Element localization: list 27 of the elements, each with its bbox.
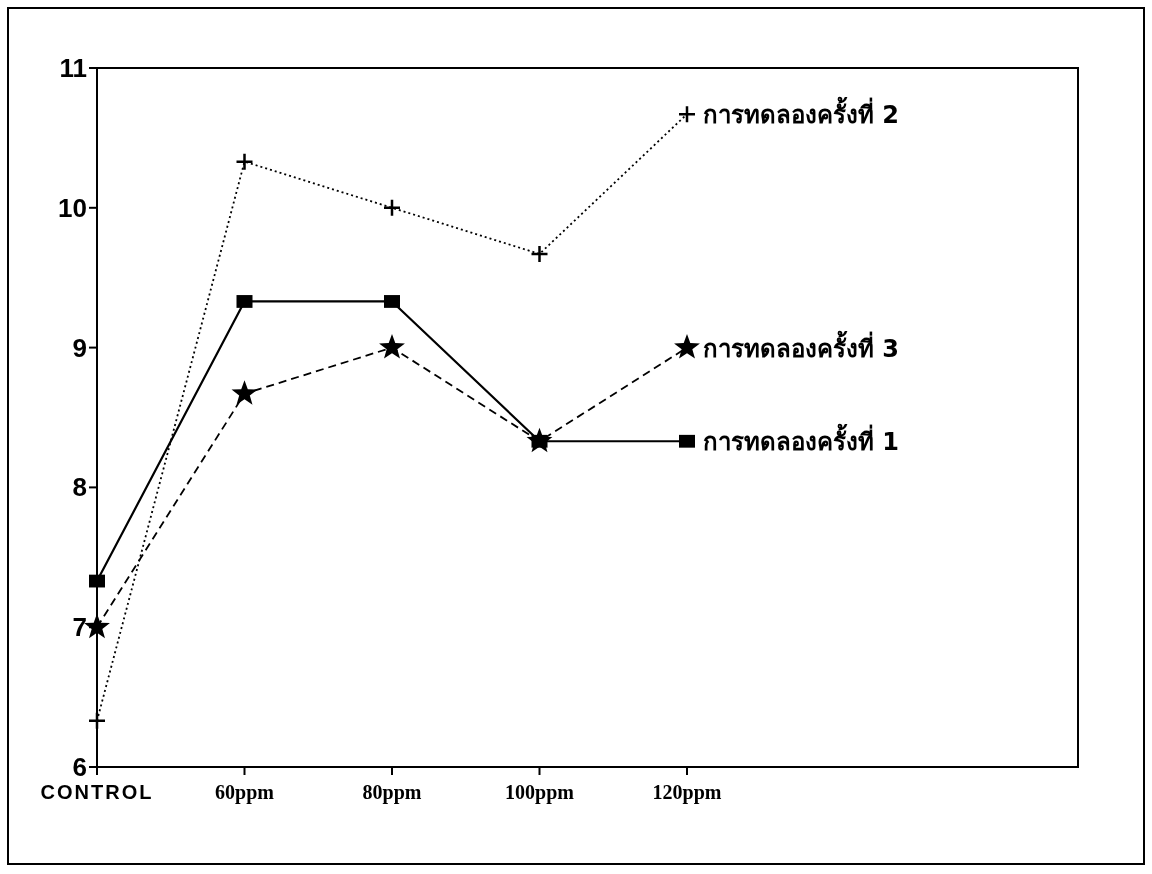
x-tick-label: 80ppm bbox=[362, 781, 422, 804]
series-label: การทดลองครั้งที่ 2 bbox=[703, 96, 900, 130]
point bbox=[89, 574, 105, 588]
point bbox=[382, 198, 402, 218]
series-label: การทดลองครั้งที่ 3 bbox=[703, 329, 900, 363]
series-label: การทดลองครั้งที่ 1 bbox=[703, 423, 900, 457]
y-tick-label: 11 bbox=[59, 53, 87, 83]
x-tick-label: 60ppm bbox=[215, 781, 275, 804]
y-tick-label: 9 bbox=[72, 332, 87, 363]
point bbox=[679, 434, 695, 448]
point bbox=[87, 711, 107, 731]
point bbox=[677, 104, 697, 124]
point bbox=[84, 613, 110, 639]
x-tick-label: 100ppm bbox=[505, 781, 575, 804]
y-tick-label: 10 bbox=[58, 192, 87, 223]
x-tick-label: CONTROL bbox=[40, 781, 154, 803]
point bbox=[379, 334, 405, 359]
point bbox=[384, 295, 400, 308]
y-tick-label: 7 bbox=[72, 612, 87, 643]
point bbox=[235, 152, 254, 171]
point bbox=[236, 295, 253, 308]
point bbox=[231, 380, 258, 405]
x-tick-label: 120ppm bbox=[652, 781, 722, 804]
y-tick-label: 6 bbox=[72, 752, 87, 782]
point bbox=[674, 334, 700, 359]
y-tick-label: 8 bbox=[72, 472, 87, 503]
point bbox=[530, 244, 549, 264]
